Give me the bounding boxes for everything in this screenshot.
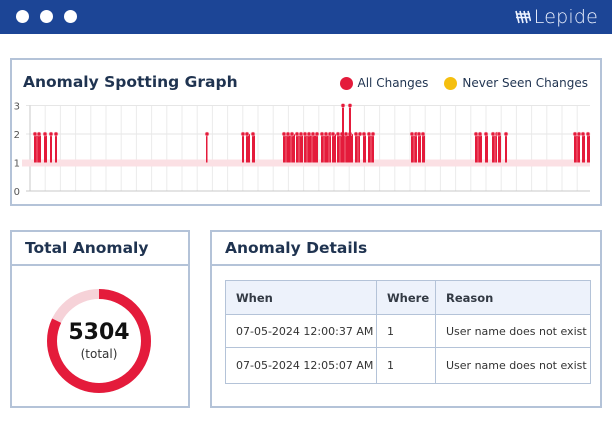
anomaly-details-panel: Anomaly Details When Where Reason 07-05-… [210,230,602,408]
column-header-where[interactable]: Where [376,280,436,315]
table-row[interactable]: 07-05-2024 12:05:07 AM 1 User name does … [225,347,591,384]
cell-reason: User name does not exist [435,347,591,384]
window-titlebar: Lepide [0,0,612,34]
legend-never-seen-changes[interactable]: Never Seen Changes [444,76,588,90]
window-minimize-dot-icon[interactable] [40,10,53,23]
column-header-when[interactable]: When [225,280,377,315]
column-header-reason[interactable]: Reason [435,280,591,315]
graph-title: Anomaly Spotting Graph [23,73,238,91]
anomaly-spotting-graph-panel: Anomaly Spotting Graph All Changes Never… [10,58,602,206]
brand-name: Lepide [533,6,598,28]
total-anomaly-value: 5304 [68,319,130,345]
window-maximize-dot-icon[interactable] [64,10,77,23]
cell-where: 1 [376,314,436,348]
anomaly-details-table: When Where Reason 07-05-2024 12:00:37 AM… [225,280,591,384]
anomaly-chart[interactable]: 0 1 2 3 [12,96,600,206]
total-anomaly-label: (total) [80,346,118,361]
window-close-dot-icon[interactable] [16,10,29,23]
table-row[interactable]: 07-05-2024 12:00:37 AM 1 User name does … [225,314,591,348]
donut-center: 5304 (total) [45,287,153,395]
svg-text:1: 1 [14,159,20,170]
svg-text:0: 0 [14,187,20,198]
panel-header: Total Anomaly [12,232,188,266]
legend-label: Never Seen Changes [462,76,588,90]
svg-text:3: 3 [14,102,20,113]
lepide-logo-icon [514,10,531,24]
legend-label: All Changes [357,76,429,90]
total-anomaly-panel: Total Anomaly 5304 (total) [10,230,190,408]
cell-when: 07-05-2024 12:00:37 AM [225,314,377,348]
cell-reason: User name does not exist [435,314,591,348]
chart-legend: All Changes Never Seen Changes [324,76,588,90]
panel-header: Anomaly Details [212,232,600,266]
svg-text:2: 2 [14,130,20,141]
legend-dot-red-icon [339,76,353,90]
brand-logo: Lepide [514,5,598,29]
total-donut-chart: 5304 (total) [45,287,153,395]
anomaly-details-title: Anomaly Details [225,239,368,257]
cell-where: 1 [376,347,436,384]
table-header-row: When Where Reason [225,280,591,315]
donut-ring [47,289,151,393]
cell-when: 07-05-2024 12:05:07 AM [225,347,377,384]
legend-dot-yellow-icon [444,76,458,90]
total-anomaly-title: Total Anomaly [25,239,149,257]
legend-all-changes[interactable]: All Changes [339,76,429,90]
